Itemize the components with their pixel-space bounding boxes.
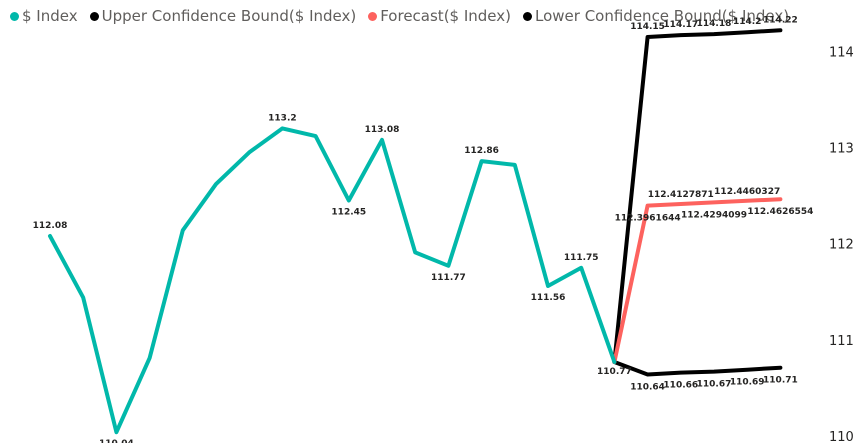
data-label-lower-confidence-bound-index: 110.71 (763, 376, 798, 386)
y-tick-label: 110 (829, 430, 854, 443)
data-label-upper-confidence-bound-index: 114.22 (763, 15, 798, 25)
legend-item-forecast-index[interactable]: Forecast($ Index) (368, 7, 511, 25)
data-label-upper-confidence-bound-index: 114.17 (663, 20, 698, 30)
legend-marker (10, 11, 19, 21)
data-point-forecast-index[interactable] (777, 196, 783, 202)
data-point-index[interactable] (445, 263, 451, 269)
legend-marker (89, 11, 99, 21)
data-point-index[interactable] (346, 198, 352, 204)
data-label-forecast-index: 112.3961644 (615, 214, 681, 224)
data-point-index[interactable] (246, 149, 252, 155)
data-label-lower-confidence-bound-index: 110.66 (663, 381, 698, 391)
data-point-lower-confidence-bound-index[interactable] (645, 372, 651, 378)
data-point-index[interactable] (412, 249, 418, 255)
data-point-index[interactable] (479, 158, 485, 164)
series-line-lower-confidence-bound-index[interactable] (612, 360, 783, 377)
data-point-lower-confidence-bound-index[interactable] (711, 369, 717, 375)
y-tick-label: 113 (829, 142, 854, 157)
data-point-index[interactable] (180, 227, 186, 233)
data-labels: 112.08 110.04 113.2 112.45 113.08 111.77 112.8… (33, 15, 814, 443)
legend-label: $ Index (22, 7, 78, 25)
data-point-upper-confidence-bound-index[interactable] (744, 29, 750, 35)
data-label-index: 112.08 (33, 221, 68, 231)
data-label-upper-confidence-bound-index: 114.2 (733, 17, 761, 27)
legend-marker (523, 11, 532, 21)
series-line-index[interactable] (48, 126, 617, 435)
y-axis: 110 111 112 113 114 (829, 46, 854, 443)
data-point-index[interactable] (545, 283, 551, 289)
data-point-index[interactable] (313, 133, 319, 139)
series-line-upper-confidence-bound-index[interactable] (612, 28, 783, 364)
legend-marker (368, 11, 378, 21)
y-tick-label: 111 (829, 334, 854, 349)
data-point-index[interactable] (512, 162, 518, 168)
y-tick-label: 114 (829, 46, 854, 61)
data-label-lower-confidence-bound-index: 110.64 (630, 383, 665, 393)
data-label-index: 111.77 (431, 273, 466, 283)
data-label-lower-confidence-bound-index: 110.69 (730, 378, 765, 388)
data-point-index[interactable] (47, 233, 53, 239)
data-label-upper-confidence-bound-index: 114.15 (630, 22, 665, 32)
data-point-index[interactable] (147, 355, 153, 361)
data-label-index: 111.75 (564, 253, 599, 263)
data-point-index[interactable] (611, 359, 617, 365)
data-point-index[interactable] (279, 125, 285, 131)
chart-legend: $ Index Upper Confidence Bound($ Index) Fo… (10, 5, 789, 27)
data-label-index: 112.86 (464, 146, 499, 156)
data-point-index[interactable] (213, 181, 219, 187)
legend-label: Lower Confidence Bound($ Index) (535, 7, 790, 25)
data-label-upper-confidence-bound-index: 114.18 (697, 19, 732, 29)
y-tick-label: 112 (829, 238, 854, 253)
data-point-upper-confidence-bound-index[interactable] (711, 31, 717, 37)
legend-label: Forecast($ Index) (380, 7, 511, 25)
legend-item-lower-confidence-bound-index[interactable]: Lower Confidence Bound($ Index) (523, 7, 789, 25)
data-label-lower-confidence-bound-index: 110.67 (697, 380, 732, 390)
data-label-index: 113.08 (365, 125, 400, 135)
data-label-index: 110.04 (99, 439, 134, 443)
data-point-index[interactable] (578, 265, 584, 271)
data-label-forecast-index: 112.4626554 (747, 207, 813, 217)
data-label-forecast-index: 112.4127871 (648, 190, 714, 200)
legend-label: Upper Confidence Bound($ Index) (101, 7, 357, 25)
data-point-index[interactable] (80, 295, 86, 301)
data-point-lower-confidence-bound-index[interactable] (678, 370, 684, 376)
data-point-index[interactable] (113, 429, 119, 435)
legend-item-index[interactable]: $ Index (10, 7, 78, 25)
data-label-index: 110.77 (597, 367, 632, 377)
series-layer (47, 27, 783, 435)
data-label-index: 112.45 (331, 208, 366, 218)
series-line-forecast-index[interactable] (612, 197, 783, 364)
data-label-forecast-index: 112.4460327 (714, 187, 780, 197)
data-point-upper-confidence-bound-index[interactable] (645, 34, 651, 40)
data-point-forecast-index[interactable] (711, 199, 717, 205)
data-point-forecast-index[interactable] (678, 201, 684, 207)
data-label-index: 111.56 (531, 293, 566, 303)
data-point-lower-confidence-bound-index[interactable] (744, 367, 750, 373)
data-label-index: 113.2 (268, 113, 296, 123)
data-label-forecast-index: 112.4294099 (681, 210, 747, 220)
data-point-index[interactable] (379, 137, 385, 143)
legend-item-upper-confidence-bound-index[interactable]: Upper Confidence Bound($ Index) (89, 7, 357, 25)
data-point-forecast-index[interactable] (744, 198, 750, 204)
data-point-lower-confidence-bound-index[interactable] (777, 365, 783, 371)
data-point-upper-confidence-bound-index[interactable] (777, 27, 783, 33)
data-point-upper-confidence-bound-index[interactable] (678, 32, 684, 38)
data-point-forecast-index[interactable] (645, 203, 651, 209)
